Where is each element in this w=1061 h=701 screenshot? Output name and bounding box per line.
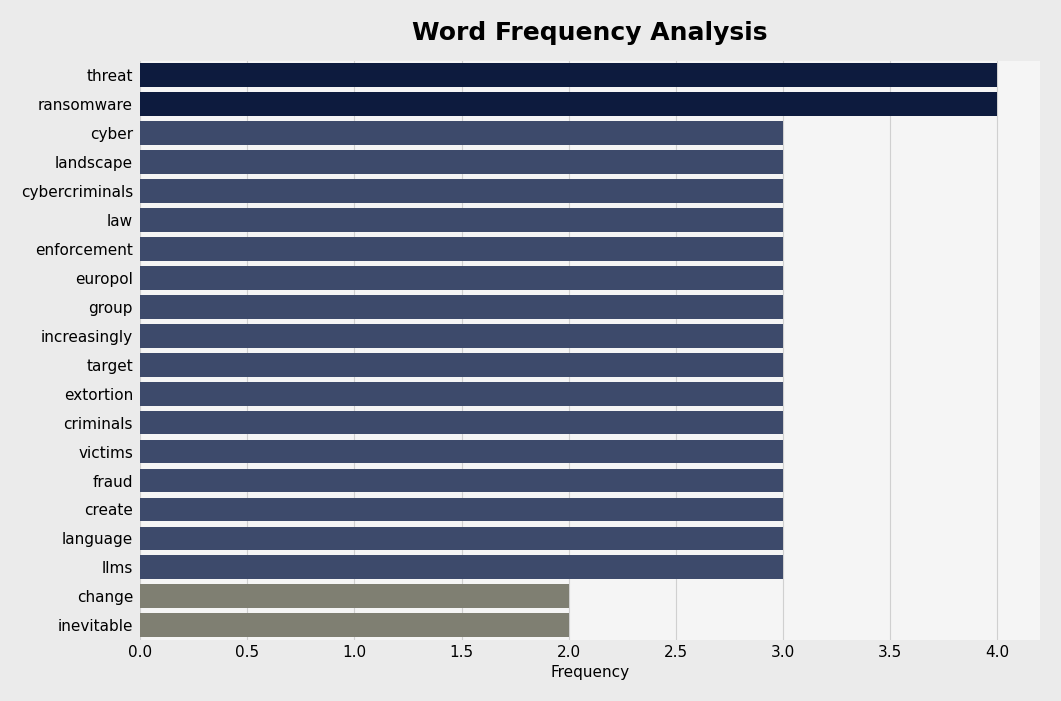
Bar (140, 613, 569, 637)
Bar (140, 498, 783, 522)
Bar (140, 526, 783, 550)
Bar (140, 469, 783, 492)
Bar (140, 411, 783, 435)
X-axis label: Frequency: Frequency (551, 665, 629, 680)
Bar (140, 121, 783, 145)
Bar (140, 324, 783, 348)
Bar (140, 555, 783, 579)
Bar (140, 585, 569, 608)
Bar (140, 353, 783, 376)
Bar (140, 150, 783, 174)
Bar (140, 179, 783, 203)
Bar (140, 266, 783, 290)
Bar (140, 440, 783, 463)
Bar (140, 63, 997, 87)
Bar (140, 237, 783, 261)
Title: Word Frequency Analysis: Word Frequency Analysis (413, 21, 768, 45)
Bar (140, 295, 783, 319)
Bar (140, 382, 783, 405)
Bar (140, 208, 783, 232)
Bar (140, 93, 997, 116)
